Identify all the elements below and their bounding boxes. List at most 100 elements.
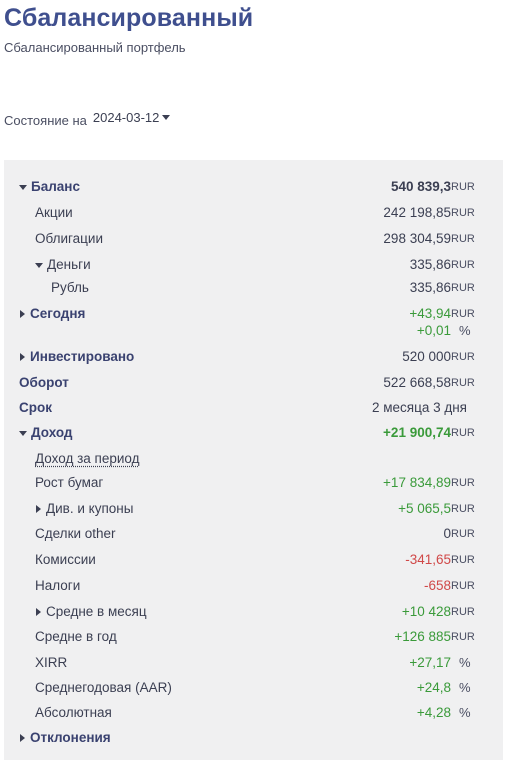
row-income-period: Доход за период bbox=[4, 448, 503, 470]
row-xirr: XIRR +27,17 % bbox=[4, 652, 503, 674]
aar-label: Среднегодовая (AAR) bbox=[35, 680, 172, 695]
money-label: Деньги bbox=[47, 257, 91, 272]
invested-toggle[interactable]: Инвестировано bbox=[20, 349, 134, 364]
avg-year-value: +126 885 bbox=[394, 629, 451, 644]
stocks-value: 242 198,85 bbox=[383, 205, 451, 220]
row-deals-other: Сделки other 0 RUR bbox=[4, 523, 503, 545]
income-toggle[interactable]: Доход bbox=[19, 425, 73, 440]
row-money: Деньги 335,86 RUR bbox=[4, 254, 503, 276]
row-avg-year: Средне в год +126 885 RUR bbox=[4, 626, 503, 648]
portfolio-summary-panel: Баланс 540 839,3 RUR Акции 242 198,85 RU… bbox=[4, 160, 503, 760]
dividends-label: Див. и купоны bbox=[46, 501, 134, 516]
row-avg-month: Средне в месяц +10 428 RUR bbox=[4, 601, 503, 623]
ruble-value: 335,86 bbox=[409, 280, 451, 295]
row-stocks: Акции 242 198,85 RUR bbox=[4, 202, 503, 224]
deals-other-value: 0 bbox=[443, 526, 451, 541]
growth-label: Рост бумаг bbox=[35, 475, 104, 490]
deviations-toggle[interactable]: Отклонения bbox=[20, 730, 111, 745]
row-today: Сегодня +43,94 RUR bbox=[4, 303, 503, 325]
xirr-value: +27,17 bbox=[409, 655, 451, 670]
state-selector: Состояние на 2024-03-12 bbox=[4, 110, 171, 128]
income-value: +21 900,74 bbox=[383, 425, 451, 440]
turnover-unit: RUR bbox=[451, 377, 475, 389]
deals-other-label: Сделки other bbox=[35, 526, 116, 541]
absolute-value: +4,28 bbox=[416, 705, 451, 720]
ruble-label: Рубль bbox=[51, 280, 89, 295]
row-absolute: Абсолютная +4,28 % bbox=[4, 702, 503, 724]
triangle-right-icon bbox=[36, 505, 41, 514]
state-label: Состояние на bbox=[4, 113, 87, 128]
triangle-right-icon bbox=[20, 353, 25, 362]
triangle-right-icon bbox=[36, 608, 41, 617]
avg-month-value: +10 428 bbox=[401, 604, 451, 619]
term-value: 2 месяца 3 дня bbox=[371, 400, 467, 415]
page-subtitle: Сбалансированный портфель bbox=[4, 40, 186, 55]
bonds-value: 298 304,59 bbox=[383, 231, 451, 246]
balance-unit: RUR bbox=[451, 181, 475, 193]
row-aar: Среднегодовая (AAR) +24,8 % bbox=[4, 677, 503, 699]
turnover-label: Оборот bbox=[19, 375, 69, 390]
triangle-right-icon bbox=[20, 310, 25, 319]
deals-other-unit: RUR bbox=[451, 528, 475, 540]
date-value: 2024-03-12 bbox=[92, 110, 160, 125]
income-label: Доход bbox=[31, 425, 73, 440]
fees-value: -341,65 bbox=[405, 552, 451, 567]
row-balance: Баланс 540 839,3 RUR bbox=[4, 176, 503, 198]
balance-label: Баланс bbox=[31, 179, 80, 194]
money-toggle[interactable]: Деньги bbox=[35, 257, 91, 272]
row-dividends: Див. и купоны +5 065,5 RUR bbox=[4, 498, 503, 520]
avg-month-toggle[interactable]: Средне в месяц bbox=[36, 604, 147, 619]
xirr-unit: % bbox=[459, 655, 471, 670]
today-label: Сегодня bbox=[30, 306, 86, 321]
caret-down-icon bbox=[162, 115, 171, 120]
triangle-down-icon bbox=[19, 184, 27, 190]
deviations-label: Отклонения bbox=[30, 730, 111, 745]
fees-unit: RUR bbox=[451, 554, 475, 566]
growth-value: +17 834,89 bbox=[383, 475, 451, 490]
invested-unit: RUR bbox=[451, 351, 475, 363]
today-percent-value: +0,01 bbox=[416, 323, 451, 338]
date-dropdown[interactable]: 2024-03-12 bbox=[93, 110, 171, 125]
today-percent-unit: % bbox=[459, 323, 471, 338]
today-toggle[interactable]: Сегодня bbox=[20, 306, 85, 321]
xirr-label: XIRR bbox=[35, 655, 68, 670]
triangle-down-icon bbox=[19, 430, 27, 436]
aar-value: +24,8 bbox=[416, 680, 451, 695]
taxes-value: -658 bbox=[423, 578, 451, 593]
row-income: Доход +21 900,74 RUR bbox=[4, 422, 503, 444]
row-bonds: Облигации 298 304,59 RUR bbox=[4, 228, 503, 250]
fees-label: Комиссии bbox=[35, 552, 96, 567]
avg-month-unit: RUR bbox=[451, 606, 475, 618]
income-unit: RUR bbox=[451, 427, 475, 439]
stocks-label: Акции bbox=[35, 205, 73, 220]
taxes-label: Налоги bbox=[35, 578, 81, 593]
stocks-unit: RUR bbox=[451, 207, 475, 219]
row-growth: Рост бумаг +17 834,89 RUR bbox=[4, 472, 503, 494]
ruble-unit: RUR bbox=[451, 282, 475, 294]
income-period-link[interactable]: Доход за период bbox=[35, 451, 140, 466]
row-fees: Комиссии -341,65 RUR bbox=[4, 549, 503, 571]
invested-value: 520 000 bbox=[402, 349, 451, 364]
turnover-value: 522 668,58 bbox=[383, 375, 451, 390]
taxes-unit: RUR bbox=[451, 580, 475, 592]
triangle-down-icon bbox=[35, 262, 43, 268]
row-ruble: Рубль 335,86 RUR bbox=[4, 277, 503, 299]
row-term: Срок 2 месяца 3 дня bbox=[4, 397, 503, 419]
invested-label: Инвестировано bbox=[30, 349, 135, 364]
today-unit: RUR bbox=[451, 308, 475, 320]
growth-unit: RUR bbox=[451, 477, 475, 489]
today-value: +43,94 bbox=[409, 306, 451, 321]
row-invested: Инвестировано 520 000 RUR bbox=[4, 346, 503, 368]
avg-month-label: Средне в месяц bbox=[46, 604, 147, 619]
term-label: Срок bbox=[19, 400, 52, 415]
absolute-label: Абсолютная bbox=[35, 705, 112, 720]
row-taxes: Налоги -658 RUR bbox=[4, 575, 503, 597]
row-turnover: Оборот 522 668,58 RUR bbox=[4, 372, 503, 394]
balance-toggle[interactable]: Баланс bbox=[19, 179, 80, 194]
absolute-unit: % bbox=[459, 705, 471, 720]
money-unit: RUR bbox=[451, 259, 475, 271]
dividends-toggle[interactable]: Див. и купоны bbox=[36, 501, 133, 516]
page-title: Сбалансированный bbox=[4, 4, 254, 32]
row-today-pct: +0,01 % bbox=[4, 320, 503, 342]
dividends-unit: RUR bbox=[451, 503, 475, 515]
